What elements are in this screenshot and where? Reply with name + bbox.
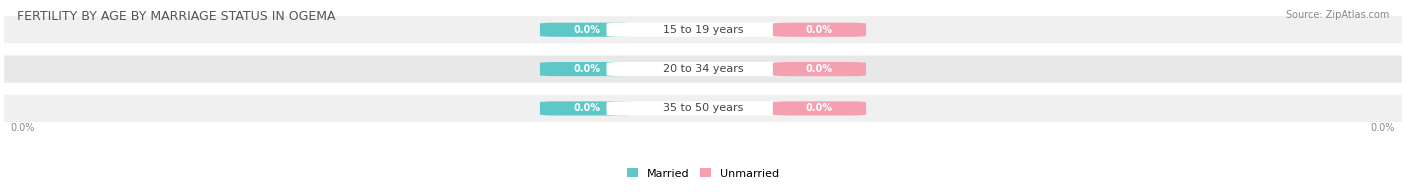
Legend: Married, Unmarried: Married, Unmarried [621, 164, 785, 183]
Text: 0.0%: 0.0% [1371, 123, 1395, 133]
FancyBboxPatch shape [773, 62, 866, 76]
Text: 0.0%: 0.0% [806, 25, 832, 35]
Text: 0.0%: 0.0% [574, 103, 600, 113]
Text: 0.0%: 0.0% [806, 64, 832, 74]
Text: FERTILITY BY AGE BY MARRIAGE STATUS IN OGEMA: FERTILITY BY AGE BY MARRIAGE STATUS IN O… [17, 10, 336, 23]
FancyBboxPatch shape [606, 23, 800, 37]
FancyBboxPatch shape [540, 101, 633, 115]
Text: 0.0%: 0.0% [11, 123, 35, 133]
FancyBboxPatch shape [606, 62, 800, 76]
FancyBboxPatch shape [606, 101, 800, 115]
FancyBboxPatch shape [4, 95, 1402, 122]
Text: Source: ZipAtlas.com: Source: ZipAtlas.com [1285, 10, 1389, 20]
FancyBboxPatch shape [773, 23, 866, 37]
Text: 15 to 19 years: 15 to 19 years [662, 25, 744, 35]
FancyBboxPatch shape [773, 101, 866, 115]
FancyBboxPatch shape [4, 55, 1402, 83]
Text: 20 to 34 years: 20 to 34 years [662, 64, 744, 74]
FancyBboxPatch shape [540, 62, 633, 76]
Text: 0.0%: 0.0% [574, 64, 600, 74]
FancyBboxPatch shape [540, 23, 633, 37]
FancyBboxPatch shape [4, 16, 1402, 43]
Text: 0.0%: 0.0% [806, 103, 832, 113]
Text: 35 to 50 years: 35 to 50 years [662, 103, 744, 113]
Text: 0.0%: 0.0% [574, 25, 600, 35]
